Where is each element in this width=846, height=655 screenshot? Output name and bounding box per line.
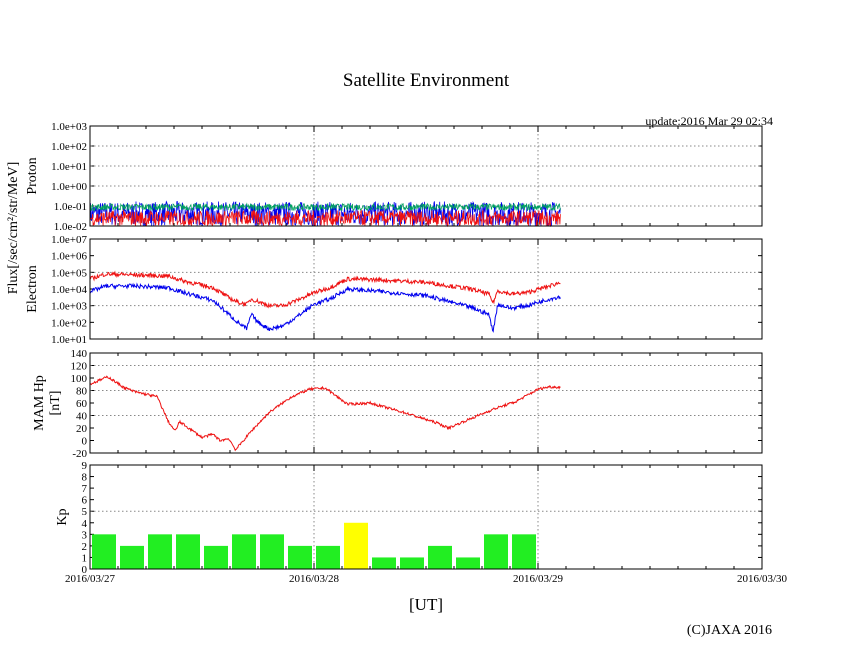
kp-bar [204,545,228,569]
kp-bar [512,534,536,569]
panel-frame [89,464,763,570]
y-tick-label: 7 [82,483,88,495]
y-tick-label: 140 [71,348,88,360]
chart-title: Satellite Environment [343,70,510,91]
y-tick-label: 1.0e-02 [54,221,87,233]
y-tick-label: 1.0e+02 [51,317,87,329]
flux-axis-label: Flux[/sec/cm²/str/MeV] [6,162,21,295]
y-tick-label: 1.0e-01 [54,201,87,213]
update-timestamp: update:2016 Mar 29 02:34 [645,114,773,128]
x-tick-label: 2016/03/27 [65,573,116,585]
y-tick-label: 120 [71,361,88,373]
x-axis-label: [UT] [409,595,443,614]
x-tick-label: 2016/03/29 [513,573,564,585]
x-tick-label: 2016/03/28 [289,573,340,585]
electron-series-red [89,270,561,309]
y-tick-label: 60 [76,398,88,410]
y-tick-label: 1 [82,552,88,564]
y-tick-label: 4 [82,518,88,530]
x-tick-label: 2016/03/30 [737,573,788,585]
proton-series-blue [89,200,561,227]
mam-axis-label: MAM Hp [32,375,47,431]
y-tick-label: 1.0e+05 [51,267,87,279]
kp-bar [288,545,312,569]
y-tick-label: 9 [82,460,88,472]
y-tick-label: 2 [82,541,88,553]
panel-frame [89,352,763,454]
y-tick-label: 1.0e+07 [51,234,87,246]
panel-frame [89,238,763,340]
y-tick-label: 8 [82,472,88,484]
y-tick-label: 1.0e+03 [51,121,87,133]
y-tick-label: 100 [71,373,88,385]
y-tick-label: 20 [76,423,88,435]
kp-bar [344,522,368,569]
y-tick-label: 0 [82,436,88,448]
y-tick-label: 1.0e+06 [51,251,87,263]
y-tick-label: 1.0e+02 [51,141,87,153]
y-tick-label: 3 [82,529,88,541]
kp-bar [120,545,144,569]
copyright: (C)JAXA 2016 [687,623,772,638]
electron-axis-label: Electron [25,265,40,312]
y-tick-label: -20 [72,448,87,460]
y-tick-label: 1.0e+03 [51,301,87,313]
y-tick-label: 1.0e+01 [51,161,87,173]
proton-axis-label: Proton [25,157,40,194]
y-tick-label: 1.0e+00 [51,181,87,193]
y-tick-label: 5 [82,506,88,518]
kp-bar [232,534,256,569]
y-tick-label: 80 [76,386,88,398]
proton-series-green [89,202,561,212]
panel-frame [89,125,763,227]
kp-bar [176,534,200,569]
kp-bar [372,557,396,569]
kp-axis-label: Kp [55,508,70,525]
kp-bar [484,534,508,569]
y-tick-label: 6 [82,495,88,507]
y-tick-label: 40 [76,411,88,423]
kp-bar [400,557,424,569]
electron-series-blue [89,282,561,333]
kp-bar [316,545,340,569]
kp-bar [456,557,480,569]
kp-bar [428,545,452,569]
y-tick-label: 1.0e+01 [51,334,87,346]
kp-bar [148,534,172,569]
mam-axis-label: [nT] [48,391,63,416]
y-tick-label: 0 [82,564,88,576]
y-tick-label: 1.0e+04 [51,284,87,296]
kp-bar [260,534,284,569]
kp-bar [92,534,116,569]
mam-series-red [89,375,561,452]
